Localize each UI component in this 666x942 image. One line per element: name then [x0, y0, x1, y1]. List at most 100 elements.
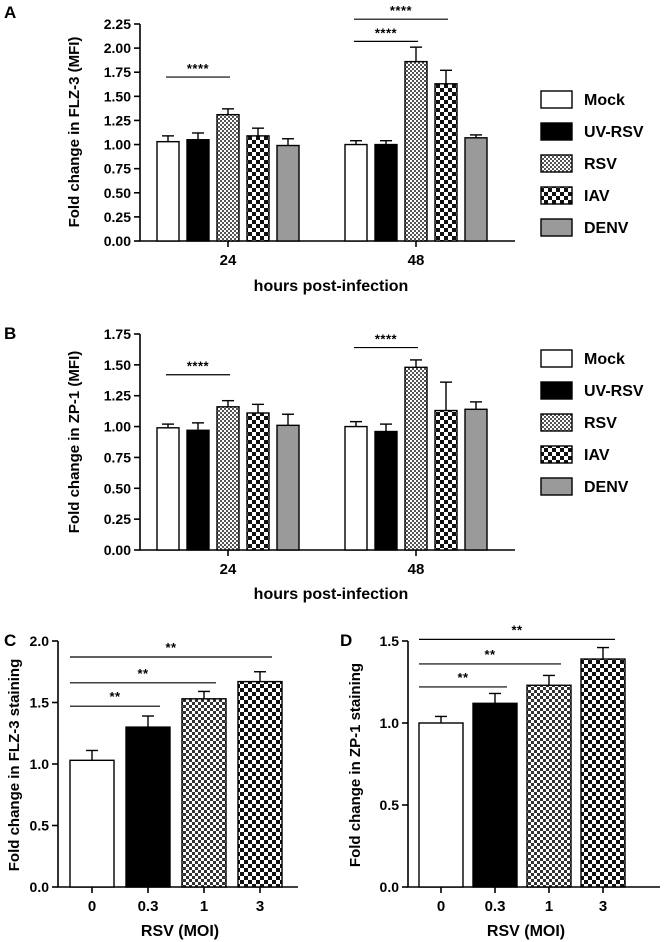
panel-a-bar-rsv-24	[216, 113, 240, 242]
panel-b-ytick-label: 1.25	[104, 388, 131, 404]
panel-b-ytick-label: 0.75	[104, 449, 131, 465]
panel-a-xtick-label: 48	[408, 252, 425, 269]
panel-d-ylabel: Fold change in ZP-1 staining	[347, 663, 364, 867]
panel-b-legend-swatch-iav	[540, 445, 573, 464]
panel-b-xtick-label: 48	[408, 561, 425, 578]
panel-b-bar-uv-rsv-24	[186, 429, 210, 551]
panel-c-bar-moi-3	[237, 680, 283, 888]
panel-c-ytick-label: 0.0	[30, 879, 50, 895]
panel-a-bar-denv-48	[464, 137, 488, 242]
panel-b-ytick-label: 0.00	[104, 542, 131, 558]
panel-a-bar-uv-rsv-48	[374, 143, 398, 242]
panel-b-ytick-label: 0.50	[104, 480, 131, 496]
panel-b-significance-label: ****	[375, 332, 398, 347]
panel-a-bar-mock-48	[344, 143, 368, 242]
panel-b-ytick-label: 1.50	[104, 357, 131, 373]
panel-a-significance-label: ****	[375, 25, 398, 40]
panel-a-ytick-label: 0.50	[104, 185, 131, 201]
panel-b-ytick-label: 1.75	[104, 326, 131, 342]
panel-d-xtick-label: 0.3	[485, 898, 506, 915]
panel-c-xtick-label: 1	[200, 898, 208, 915]
panel-a-ytick-label: 0.75	[104, 161, 131, 177]
panel-d-significance-label: **	[484, 647, 496, 662]
panel-b-xtick-label: 24	[220, 561, 237, 578]
panel-d-xtick-label: 3	[599, 898, 607, 915]
panel-a-chart: 0.00 0.25 0.50 0.75 1.00 1.25 1.50 1.75 2.00 2.25…	[66, 3, 644, 295]
panel-a-ytick-label: 1.25	[104, 112, 131, 128]
panel-b-significance-label: ****	[187, 359, 210, 374]
panel-a-ytick-label: 1.50	[104, 88, 131, 104]
panel-a-bar-iav-48	[434, 83, 458, 242]
panel-a-ytick-label: 0.25	[104, 209, 131, 225]
panel-a-ytick-label: 2.00	[104, 40, 131, 56]
panel-letter-d: D	[340, 631, 352, 650]
panel-b-bar-mock-24	[156, 427, 180, 551]
panel-b-ytick-label: 0.25	[104, 511, 131, 527]
panel-a-legend-label-uv-rsv: UV-RSV	[584, 124, 644, 141]
panel-d-ytick-label: 0.0	[380, 879, 400, 895]
panel-b-legend-label-denv: DENV	[584, 479, 629, 496]
panel-b-legend-swatch-rsv	[540, 413, 573, 432]
panel-a-bar-mock-24	[156, 140, 180, 242]
panel-b-legend-label-rsv: RSV	[584, 415, 617, 432]
panel-d-significance-label: **	[457, 670, 469, 685]
panel-a-ytick-label: 1.75	[104, 64, 131, 80]
panel-b-chart: 0.00 0.25 0.50 0.75 1.00 1.25 1.50 1.75 24 48 **…	[66, 326, 644, 603]
panel-b-bar-iav-48	[434, 409, 458, 551]
panel-c-ytick-label: 1.0	[30, 756, 50, 772]
panel-b-xlabel: hours post-infection	[254, 586, 409, 603]
panel-d-bar-moi-3	[580, 658, 626, 888]
panel-d-chart: 0.0 0.5 1.0 1.5 0 0.3 1 3 ** ** ** Fold change i…	[347, 622, 660, 940]
panel-c-significance-label: **	[165, 640, 177, 655]
panel-d-bar-moi-0	[418, 722, 464, 888]
panel-a-bar-denv-24	[276, 144, 300, 242]
panel-d-ytick-label: 1.5	[380, 633, 400, 649]
panel-b-bar-uv-rsv-48	[374, 430, 398, 551]
panel-d-xtick-label: 0	[437, 898, 445, 915]
panel-c-significance-label: **	[137, 666, 149, 681]
panel-c-xtick-label: 0	[88, 898, 96, 915]
panel-b-legend-swatch-mock	[540, 349, 573, 368]
panel-a-legend-label-rsv: RSV	[584, 156, 617, 173]
panel-b-bar-rsv-24	[216, 406, 240, 551]
panel-d-xlabel: RSV (MOI)	[487, 923, 565, 940]
panel-b-ylabel: Fold change in ZP-1 (MFI)	[66, 351, 83, 534]
panel-d-bar-moi-0-3	[472, 702, 518, 888]
panel-c-ytick-label: 2.0	[30, 633, 50, 649]
panel-c-xlabel: RSV (MOI)	[141, 923, 219, 940]
panel-b-legend-swatch-denv	[540, 477, 573, 496]
panel-a-ytick-label: 2.25	[104, 16, 131, 32]
panel-c-bar-moi-1	[181, 698, 227, 888]
panel-a-ytick-label: 0.00	[104, 233, 131, 249]
panel-a-ytick-label: 1.00	[104, 137, 131, 153]
panel-b-bar-iav-24	[246, 412, 270, 551]
panel-a-bar-rsv-48	[404, 60, 428, 242]
panel-d-significance-label: **	[511, 622, 523, 637]
panel-c-significance-label: **	[109, 689, 121, 704]
panel-d-xtick-label: 1	[545, 898, 553, 915]
panel-a-legend-label-denv: DENV	[584, 220, 629, 237]
panel-d-bar-moi-1	[526, 684, 572, 888]
panel-b-bar-mock-48	[344, 425, 368, 551]
panel-a-bar-uv-rsv-24	[186, 139, 210, 242]
panel-c-chart: 0.0 0.5 1.0 1.5 2.0 0 0.3 1 3 ** ** ** Fold chang…	[6, 633, 298, 940]
panel-c-xtick-label: 0.3	[138, 898, 159, 915]
panel-a-legend-swatch-denv	[540, 218, 573, 237]
panel-a-legend-label-iav: IAV	[584, 188, 610, 205]
panel-a-xtick-label: 24	[220, 252, 237, 269]
panel-a-legend-swatch-mock	[540, 90, 573, 109]
panel-b-legend-label-uv-rsv: UV-RSV	[584, 383, 644, 400]
panel-c-bar-moi-0	[69, 759, 115, 888]
panel-a-legend-swatch-iav	[540, 186, 573, 205]
panel-b-legend-label-iav: IAV	[584, 447, 610, 464]
panel-c-ytick-label: 1.5	[30, 695, 50, 711]
panel-b-bar-denv-24	[276, 424, 300, 551]
panel-a-legend-label-mock: Mock	[584, 92, 625, 109]
panel-b-bar-denv-48	[464, 408, 488, 551]
panel-d-ytick-label: 0.5	[380, 797, 400, 813]
panel-a-bar-iav-24	[246, 135, 270, 242]
panel-c-ytick-label: 0.5	[30, 818, 50, 834]
panel-d-ytick-label: 1.0	[380, 715, 400, 731]
panel-a-significance-label: ****	[187, 61, 210, 76]
